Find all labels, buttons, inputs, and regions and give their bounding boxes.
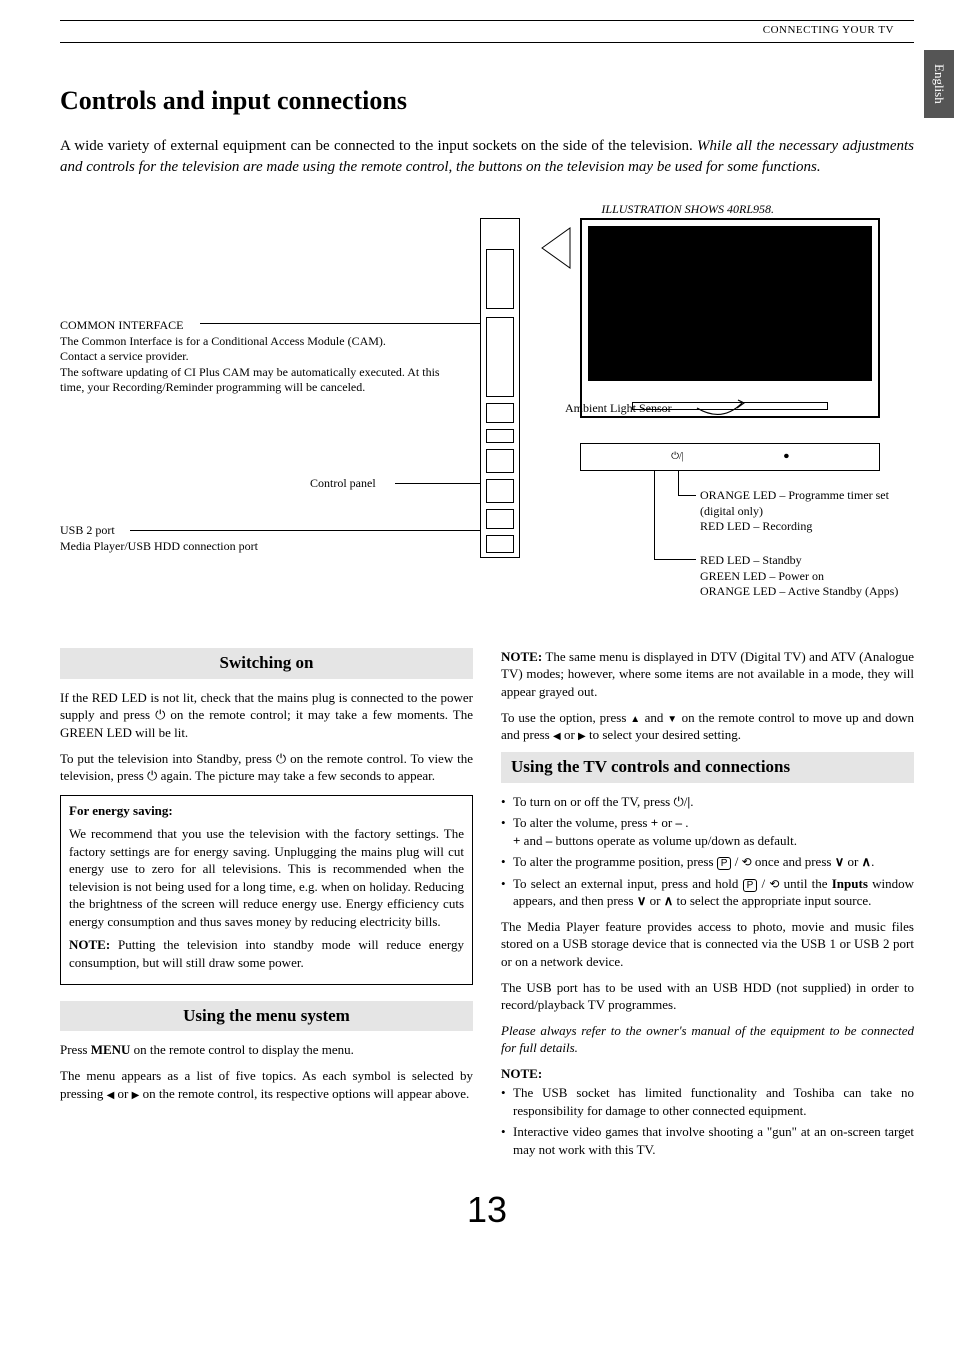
note-label: NOTE: — [501, 1065, 914, 1083]
power-symbol: ⏻/| — [671, 450, 684, 463]
p-icon: P — [717, 857, 732, 870]
clock-icon — [769, 876, 779, 891]
refer-manual-p: Please always refer to the owner's manua… — [501, 1022, 914, 1057]
rec-symbol: ⏺ — [784, 450, 789, 463]
usb-hdd-p: The USB port has to be used with an USB … — [501, 979, 914, 1014]
ci-title: COMMON INTERFACE — [60, 318, 460, 334]
list-item: To select an external input, press and h… — [501, 875, 914, 910]
tv-front — [580, 218, 880, 418]
switching-p2: To put the television into Standby, pres… — [60, 750, 473, 785]
chevron-down-icon — [637, 893, 647, 908]
header-section: CONNECTING YOUR TV — [60, 23, 914, 38]
menu-system-header: Using the menu system — [60, 1001, 473, 1032]
power-icon — [674, 794, 684, 809]
intro-line1: A wide variety of external equipment can… — [60, 138, 693, 154]
power-icon — [147, 768, 157, 783]
right-icon — [578, 727, 586, 742]
tv-controls-header: Using the TV controls and connections — [501, 752, 914, 783]
right-option-nav: To use the option, press and on the remo… — [501, 709, 914, 744]
header-rule-2 — [60, 42, 914, 43]
list-item: To alter the programme position, press P… — [501, 853, 914, 871]
menu-p2: The menu appears as a list of five topic… — [60, 1067, 473, 1102]
diagram: ILLUSTRATION SHOWS 40RL958. Ambient Ligh… — [60, 198, 914, 618]
page-number: 13 — [60, 1186, 914, 1235]
right-column: NOTE: The same menu is displayed in DTV … — [501, 648, 914, 1167]
header-rule — [60, 20, 914, 21]
media-player-p: The Media Player feature provides access… — [501, 918, 914, 971]
chevron-up-icon — [664, 893, 674, 908]
usb2-body: Media Player/USB HDD connection port — [60, 539, 410, 555]
list-item: To turn on or off the TV, press /|. — [501, 793, 914, 811]
clock-icon — [742, 854, 752, 869]
switching-on-header: Switching on — [60, 648, 473, 679]
switching-p1: If the RED LED is not lit, check that th… — [60, 689, 473, 742]
tv-side-panel — [480, 218, 520, 558]
note-list: The USB socket has limited functionality… — [501, 1084, 914, 1158]
chevron-up-icon — [862, 854, 872, 869]
language-tab: English — [924, 50, 954, 118]
chevron-down-icon — [835, 854, 845, 869]
left-column: Switching on If the RED LED is not lit, … — [60, 648, 473, 1167]
usb2-callout: USB 2 port Media Player/USB HDD connecti… — [60, 523, 410, 554]
diagram-caption: ILLUSTRATION SHOWS 40RL958. — [601, 202, 774, 218]
common-interface-callout: COMMON INTERFACE The Common Interface is… — [60, 318, 460, 396]
control-panel-label: Control panel — [310, 476, 376, 492]
tv-controls-list: To turn on or off the TV, press /|. To a… — [501, 793, 914, 910]
page-title: Controls and input connections — [60, 83, 914, 118]
ci-body: The Common Interface is for a Conditiona… — [60, 334, 460, 396]
power-icon — [276, 751, 286, 766]
power-icon — [155, 707, 165, 722]
right-note: NOTE: The same menu is displayed in DTV … — [501, 648, 914, 701]
p-icon: P — [743, 879, 758, 892]
led-labels-1: ORANGE LED – Programme timer set (digita… — [700, 488, 914, 535]
up-icon — [630, 710, 641, 725]
energy-title: For energy saving: — [69, 803, 173, 818]
intro-paragraph: A wide variety of external equipment can… — [60, 136, 914, 178]
left-icon — [553, 727, 561, 742]
list-item: To alter the volume, press + or – . + an… — [501, 814, 914, 849]
energy-saving-box: For energy saving: We recommend that you… — [60, 795, 473, 985]
callout-arrow-icon — [540, 223, 580, 273]
menu-p1: Press MENU on the remote control to disp… — [60, 1041, 473, 1059]
ambient-label: Ambient Light Sensor — [565, 401, 672, 417]
energy-body: We recommend that you use the television… — [69, 825, 464, 930]
led-labels-2: RED LED – Standby GREEN LED – Power on O… — [700, 553, 898, 600]
down-icon — [667, 710, 678, 725]
two-column-layout: Switching on If the RED LED is not lit, … — [60, 648, 914, 1167]
list-item: The USB socket has limited functionality… — [501, 1084, 914, 1119]
tv-button-panel: ⏻/| ⏺ — [580, 443, 880, 471]
arrow-icon — [692, 398, 752, 428]
list-item: Interactive video games that involve sho… — [501, 1123, 914, 1158]
energy-note: NOTE: Putting the television into standb… — [69, 936, 464, 971]
